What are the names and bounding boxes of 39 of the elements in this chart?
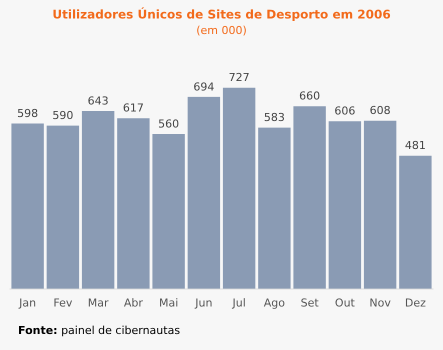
data-label: 694 — [193, 80, 214, 94]
bar — [399, 156, 432, 289]
x-tick-label: Jun — [194, 296, 212, 310]
data-label: 560 — [158, 117, 180, 130]
data-label: 643 — [88, 94, 109, 108]
x-tick-label: Abr — [124, 296, 144, 310]
data-label: 583 — [264, 110, 285, 124]
bar — [11, 123, 44, 289]
data-label: 660 — [299, 90, 320, 103]
data-label: 608 — [370, 104, 391, 118]
data-label: 598 — [17, 106, 38, 120]
bar — [364, 120, 396, 289]
bar — [222, 88, 256, 289]
bar — [258, 128, 291, 289]
chart-subtitle: (em 000) — [196, 24, 247, 37]
x-tick-label: Nov — [369, 296, 392, 310]
bar — [328, 121, 362, 289]
chart-title: Utilizadores Únicos de Sites de Desporto em 2006 — [52, 6, 391, 22]
x-tick-label: Dez — [404, 296, 426, 310]
x-tick-label: Set — [300, 296, 320, 310]
bar — [152, 134, 185, 289]
x-tick-label: Out — [334, 296, 356, 310]
x-tick-label: Fev — [53, 296, 73, 310]
x-tick-label: Jul — [231, 296, 246, 310]
bar — [82, 111, 114, 289]
bar — [46, 126, 80, 289]
data-label: 606 — [334, 104, 356, 118]
x-tick-label: Mar — [88, 296, 109, 310]
data-label: 590 — [52, 109, 74, 122]
data-label: 481 — [404, 139, 426, 152]
bar — [117, 118, 150, 289]
x-tick-label: Jan — [18, 296, 36, 310]
source-note: Fonte: painel de cibernautas — [18, 324, 180, 337]
data-label: 727 — [228, 71, 250, 84]
data-label: 617 — [122, 102, 144, 115]
bar — [293, 106, 326, 289]
x-tick-label: Ago — [264, 296, 286, 310]
bar — [188, 96, 220, 289]
x-tick-label: Mai — [158, 296, 178, 310]
